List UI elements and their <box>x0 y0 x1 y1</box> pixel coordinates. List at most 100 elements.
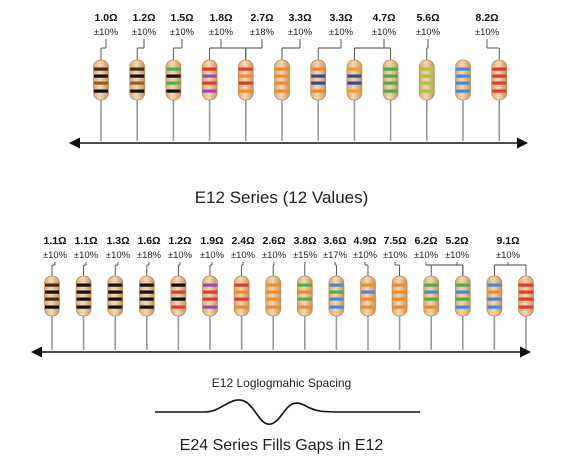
resistor <box>237 59 254 101</box>
color-band <box>519 290 533 294</box>
resistor-value-label: 1.1Ω <box>43 235 66 247</box>
color-band <box>487 283 502 287</box>
resistor-body <box>360 275 376 317</box>
color-band <box>424 290 439 294</box>
color-band <box>108 290 123 294</box>
color-band <box>297 305 312 309</box>
resistor <box>75 275 92 317</box>
color-band <box>456 81 470 85</box>
color-band <box>487 305 502 309</box>
color-band <box>171 297 186 301</box>
color-band <box>424 283 439 287</box>
resistor <box>518 275 534 317</box>
color-band <box>419 81 434 85</box>
color-band <box>202 74 217 78</box>
resistor-value-label: 3.3Ω <box>329 12 352 24</box>
resistor-body <box>486 275 503 317</box>
color-band <box>94 67 108 71</box>
resistor <box>107 275 124 317</box>
tolerance-label: ±10% <box>288 27 313 38</box>
tolerance-label: ±18% <box>250 27 275 38</box>
resistor-value-label: 5.2Ω <box>445 235 468 247</box>
color-band <box>329 297 344 301</box>
color-band <box>456 67 470 71</box>
color-band <box>238 89 253 93</box>
tolerance-label: ±10% <box>383 250 408 261</box>
resistor-value-label: 6.2Ω <box>414 235 437 247</box>
resistor <box>360 275 376 317</box>
resistor <box>491 59 508 101</box>
color-band <box>347 81 362 85</box>
wave-curve <box>155 399 420 425</box>
resistor-value-label: 3.8Ω <box>293 235 316 247</box>
tolerance-label: ±10% <box>231 250 256 261</box>
tolerance-label: ±10% <box>170 27 195 38</box>
tolerance-label: ±10% <box>329 27 354 38</box>
resistor-value-label: 7.5Ω <box>383 235 406 247</box>
resistor-body <box>346 59 363 101</box>
color-band <box>45 283 59 287</box>
resistor <box>93 59 109 101</box>
tolerance-label: ±15% <box>293 250 318 261</box>
resistor <box>486 275 503 317</box>
color-band <box>166 74 181 78</box>
e12-series-title: E12 Series (12 Values) <box>194 188 369 207</box>
resistor-body <box>491 59 508 101</box>
color-band <box>361 290 375 294</box>
tolerance-label: ±10% <box>132 27 157 38</box>
resistor-body <box>202 275 218 317</box>
resistor-value-label: 1.9Ω <box>200 235 223 247</box>
tolerance-label: ±10% <box>200 250 225 261</box>
color-band <box>297 283 312 287</box>
color-band <box>519 283 533 287</box>
resistor <box>382 59 399 101</box>
color-band <box>45 290 59 294</box>
color-band <box>266 283 281 287</box>
resistor-body <box>44 275 60 317</box>
color-band <box>76 290 91 294</box>
tolerance-label: ±10% <box>353 250 378 261</box>
resistor <box>265 275 282 317</box>
color-band <box>94 89 108 93</box>
color-band <box>392 305 407 309</box>
color-band <box>347 74 362 78</box>
color-band <box>419 67 434 71</box>
resistor-body <box>93 59 109 101</box>
tolerance-label: ±10% <box>94 27 119 38</box>
resistor-value-label: 2.6Ω <box>262 235 285 247</box>
tolerance-label: ±10% <box>74 250 99 261</box>
color-band <box>392 297 407 301</box>
tolerance-label: ±10% <box>414 250 439 261</box>
resistor <box>233 275 250 317</box>
color-band <box>139 290 154 294</box>
resistor-body <box>75 275 92 317</box>
e12-resistor-row <box>93 59 508 141</box>
e12-value-labels: 1.0Ω ±10% 1.2Ω ±10% 1.5Ω ±10% 1.8Ω ±10% 2.7Ω ±18%… <box>94 12 500 38</box>
color-band <box>492 81 507 85</box>
color-band <box>234 297 249 301</box>
color-band <box>383 89 398 93</box>
resistor-body <box>310 59 327 101</box>
resistor-value-label: 1.0Ω <box>94 12 117 24</box>
color-band <box>202 89 217 93</box>
e24-bracket-connectors <box>51 262 527 276</box>
resistor <box>328 275 345 317</box>
color-band <box>424 297 439 301</box>
color-band <box>487 290 502 294</box>
color-band <box>311 89 326 93</box>
tolerance-label: ±10% <box>475 27 500 38</box>
tolerance-label: ±10% <box>106 250 131 261</box>
resistor-body <box>391 275 408 317</box>
color-band <box>455 290 470 294</box>
color-band <box>275 67 289 71</box>
resistor-body <box>455 59 471 101</box>
color-band <box>361 283 375 287</box>
color-band <box>238 81 253 85</box>
tolerance-label: ±17% <box>323 250 348 261</box>
resistor-body <box>165 59 182 101</box>
color-band <box>166 89 181 93</box>
resistor-value-label: 2.4Ω <box>231 235 254 247</box>
tolerance-label: ±10% <box>43 250 68 261</box>
tolerance-label: ±10% <box>372 27 397 38</box>
